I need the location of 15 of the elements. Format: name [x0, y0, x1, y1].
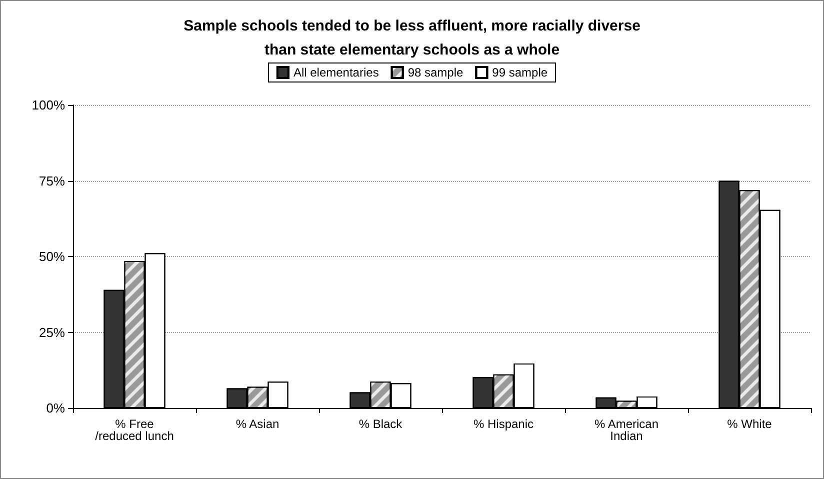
x-tick-label: % Hispanic: [473, 417, 534, 431]
x-tick-label: % Black: [358, 417, 404, 431]
y-tick-label: 100%: [32, 98, 66, 112]
y-tick-label: 75%: [38, 173, 66, 188]
legend-label: 98 sample: [408, 66, 464, 80]
y-tick-label: 50%: [38, 249, 66, 264]
legend-label: All elementaries: [293, 66, 379, 80]
x-tick-label: % White: [727, 417, 772, 431]
x-tick-label: % Asian: [236, 417, 280, 431]
y-tick-label: 0%: [46, 400, 66, 416]
chart-title: Sample schools tended to be less affluent, more racially diverse than state elementary schools as a whole: [184, 18, 640, 58]
y-tick-label: 25%: [38, 324, 66, 340]
legend-label: 99 sample: [492, 66, 548, 80]
x-tick-label: % American Indian: [594, 417, 659, 443]
x-tick-label: % Free /reduced lunch: [95, 417, 174, 443]
